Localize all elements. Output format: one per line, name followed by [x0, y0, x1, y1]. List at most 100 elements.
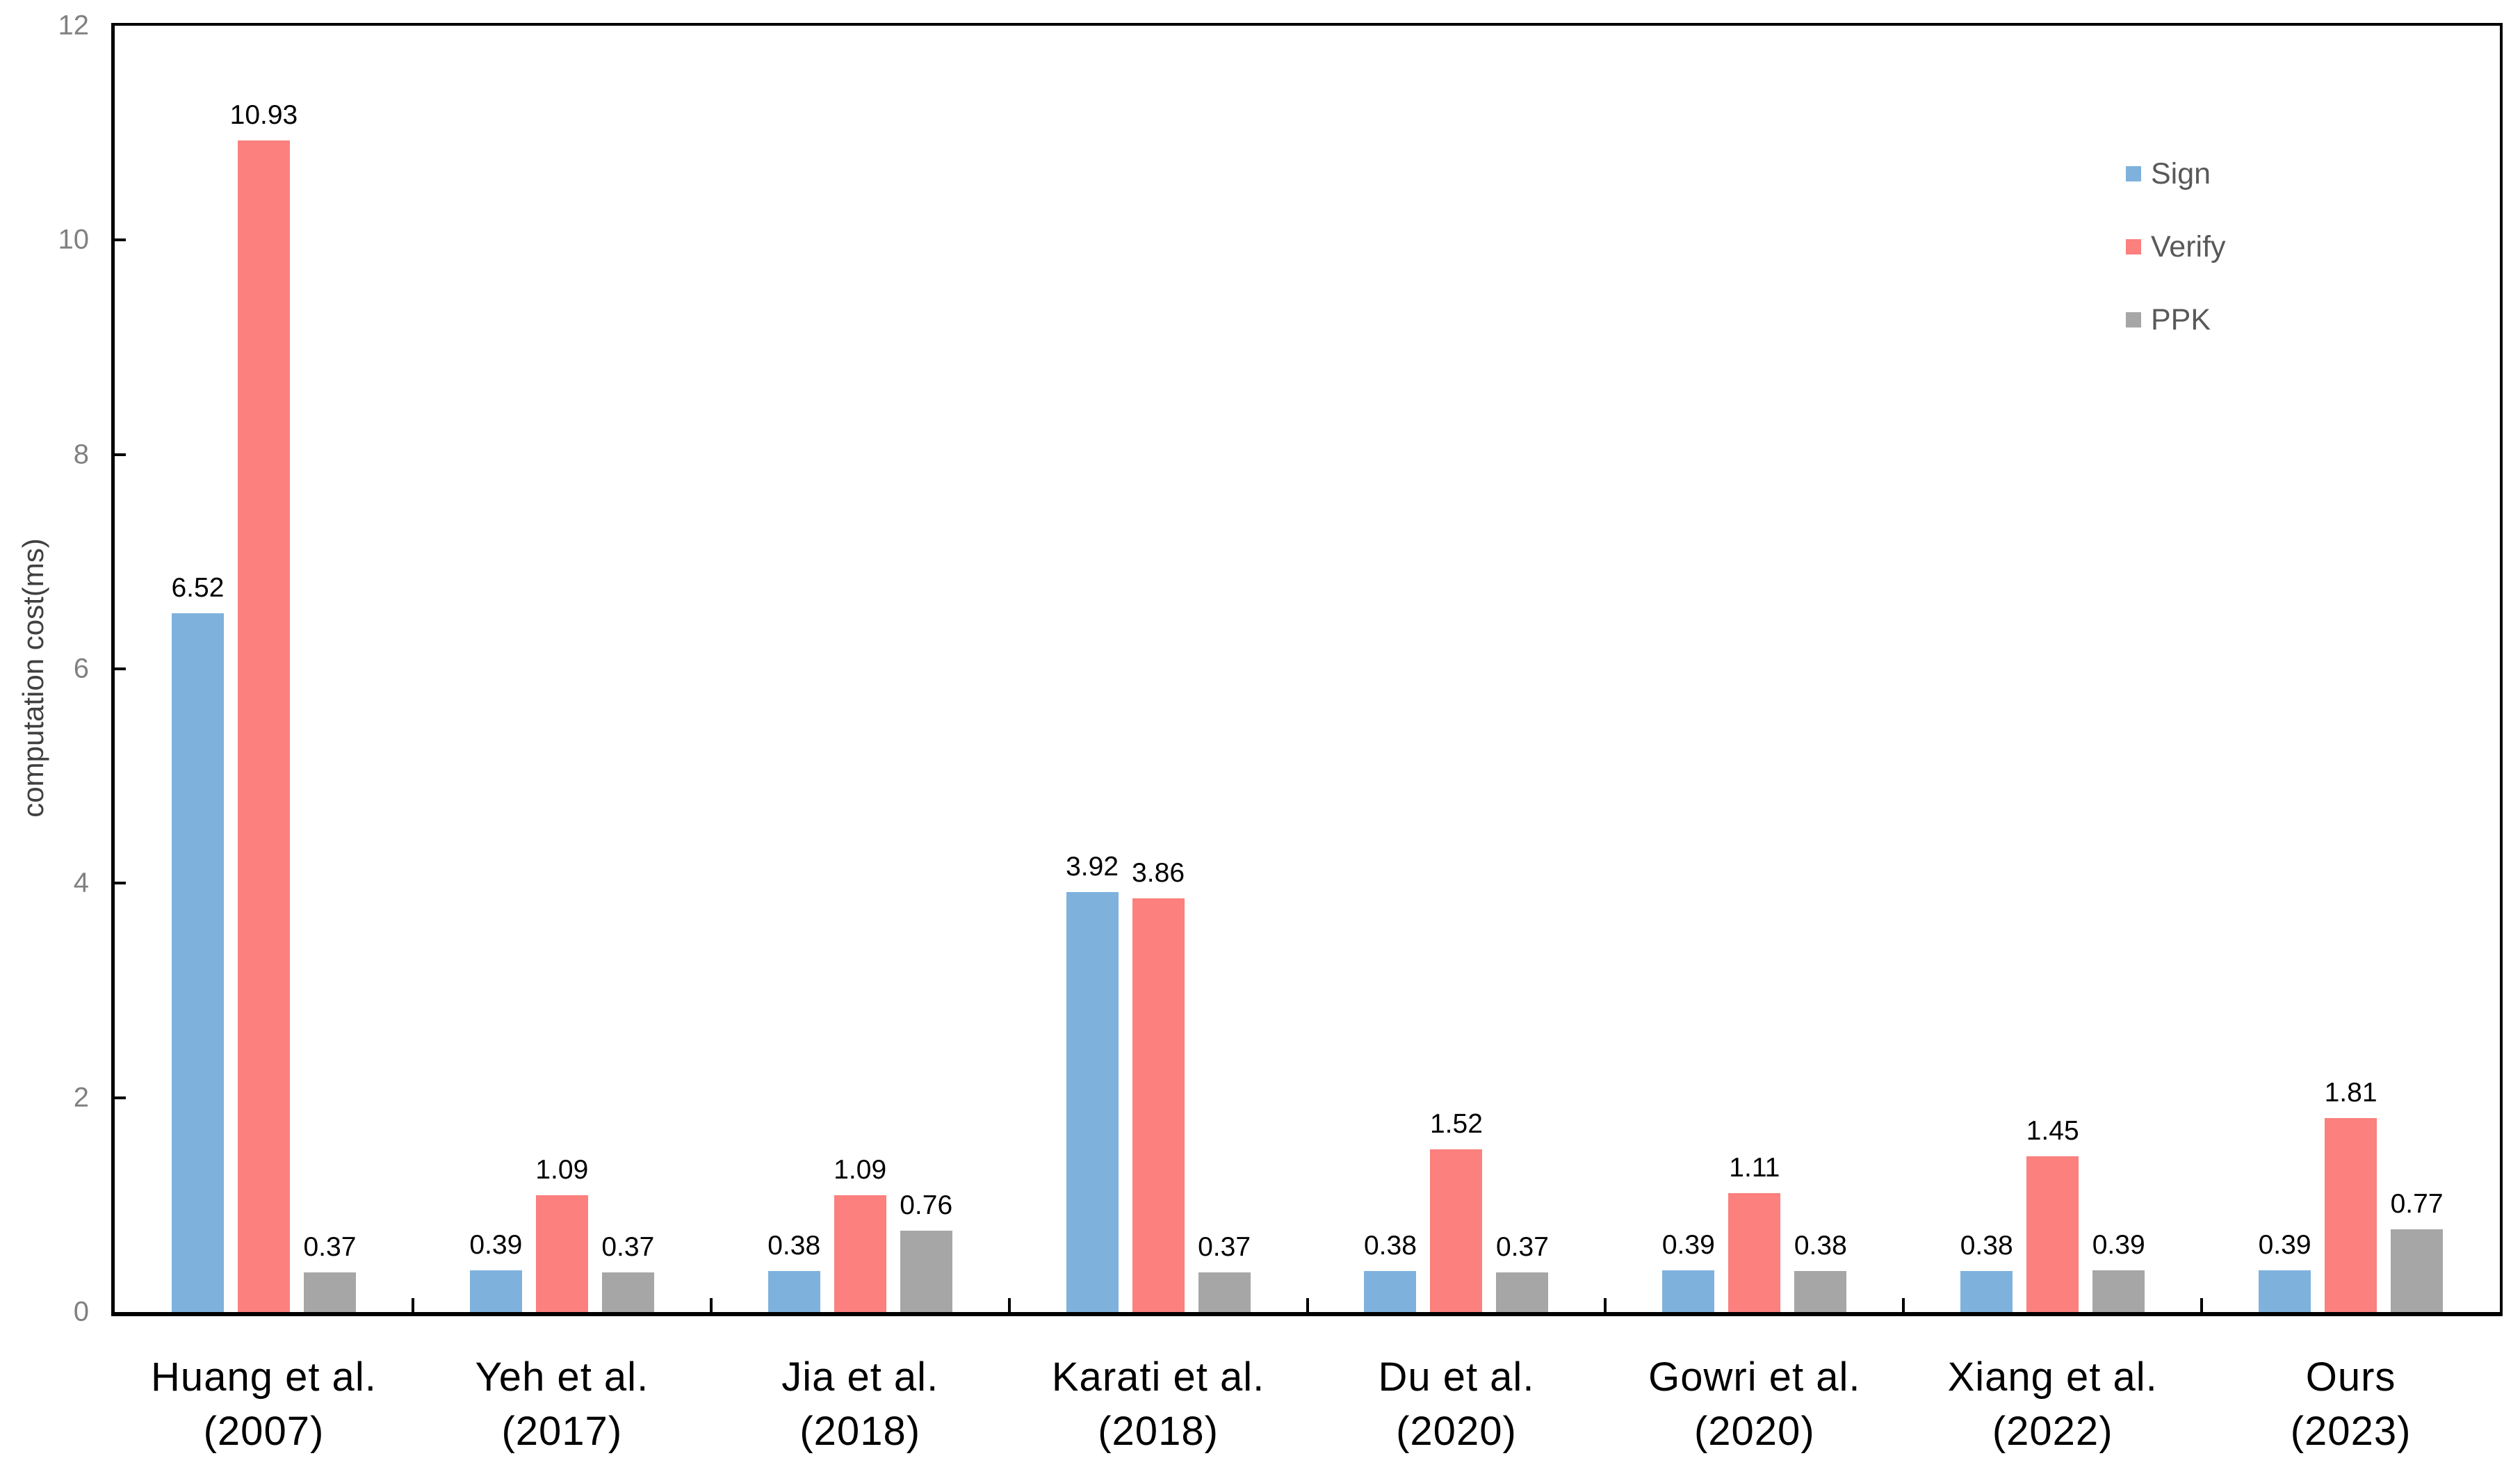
- bar-value-label: 1.09: [535, 1154, 589, 1185]
- y-tick-label-0: 0: [73, 1296, 89, 1327]
- category-name: Gowri et al.: [1648, 1354, 1861, 1400]
- x-axis-tick: [2200, 1298, 2204, 1312]
- x-axis-tick: [1902, 1298, 1905, 1312]
- bar-value-label: 0.37: [1495, 1231, 1549, 1262]
- category-year: (2007): [203, 1409, 325, 1454]
- bar-value-label: 0.39: [2092, 1229, 2145, 1260]
- bar-value-label: 0.38: [1794, 1231, 1847, 1261]
- bar-verify: 1.52: [1430, 1109, 1483, 1312]
- x-axis-tick: [1007, 1298, 1011, 1312]
- category-name: Xiang et al.: [1947, 1354, 2158, 1400]
- bar-sign: 0.38: [767, 1231, 820, 1312]
- plot-area: 6.52 10.93 0.37 0.39 1.09 0.37 0.38 1.09 0.76 3.9…: [111, 23, 2503, 1316]
- bar-value-label: 0.37: [1198, 1231, 1251, 1262]
- bar-group-5: 0.38 1.52 0.37: [1308, 26, 1606, 1312]
- legend-swatch-icon: [2126, 312, 2141, 327]
- bar-group-3: 0.38 1.09 0.76: [711, 26, 1009, 1312]
- bar-value-label: 0.37: [601, 1231, 655, 1262]
- y-axis-tick: [115, 882, 126, 885]
- bar-sign: 0.39: [469, 1230, 522, 1312]
- bar-ppk: 0.39: [2092, 1230, 2145, 1312]
- x-category-label-5: Du et al. (2020): [1378, 1350, 1534, 1459]
- y-tick-label-2: 2: [73, 1082, 89, 1113]
- bar-value-label: 0.37: [303, 1231, 357, 1262]
- category-name: Ours: [2305, 1354, 2396, 1400]
- legend-item-sign: Sign: [2126, 156, 2226, 191]
- bar-ppk: 0.77: [2391, 1189, 2444, 1312]
- category-year: (2022): [1992, 1409, 2113, 1454]
- bar-verify: 1.45: [2026, 1116, 2079, 1312]
- bar-ppk: 0.37: [303, 1232, 356, 1312]
- bar-ppk: 0.37: [1198, 1232, 1251, 1312]
- legend-swatch-icon: [2126, 166, 2141, 181]
- y-tick-label-8: 8: [73, 439, 89, 470]
- bar-verify: 10.93: [230, 100, 298, 1312]
- bar-sign: 0.39: [2259, 1230, 2311, 1312]
- bar-sign: 0.38: [1364, 1231, 1417, 1312]
- bar-value-label: 0.38: [1960, 1231, 2013, 1261]
- bar-groups: 6.52 10.93 0.37 0.39 1.09 0.37 0.38 1.09 0.76 3.9…: [115, 26, 2500, 1312]
- y-tick-label-6: 6: [73, 653, 89, 684]
- bar-sign: 0.38: [1960, 1231, 2013, 1312]
- legend-swatch-icon: [2126, 239, 2141, 254]
- legend: Sign Verify PPK: [2126, 156, 2226, 337]
- category-name: Yeh et al.: [475, 1354, 649, 1400]
- bar-sign: 3.92: [1066, 852, 1119, 1312]
- bar-ppk: 0.37: [1496, 1232, 1549, 1312]
- bar-value-label: 1.09: [834, 1154, 887, 1185]
- bar-sign: 0.39: [1662, 1230, 1715, 1312]
- x-category-label-1: Huang et al. (2007): [151, 1350, 377, 1459]
- x-axis-tick: [1306, 1298, 1309, 1312]
- x-category-label-6: Gowri et al. (2020): [1648, 1350, 1860, 1459]
- bar-verify: 1.11: [1728, 1153, 1781, 1312]
- bar-value-label: 0.39: [469, 1229, 523, 1260]
- category-name: Du et al.: [1378, 1354, 1535, 1400]
- bar-sign: 6.52: [171, 573, 224, 1312]
- bar-group-2: 0.39 1.09 0.37: [413, 26, 711, 1312]
- legend-label: Sign: [2151, 156, 2211, 191]
- x-axis-tick: [709, 1298, 713, 1312]
- bar-group-8: 0.39 1.81 0.77: [2202, 26, 2500, 1312]
- y-axis-tick: [115, 238, 126, 242]
- bar-value-label: 1.52: [1429, 1108, 1483, 1139]
- legend-item-verify: Verify: [2126, 230, 2226, 264]
- bar-value-label: 0.39: [2258, 1229, 2311, 1260]
- category-year: (2020): [1396, 1409, 1517, 1454]
- plot-inner: 6.52 10.93 0.37 0.39 1.09 0.37 0.38 1.09 0.76 3.9…: [115, 26, 2500, 1312]
- category-year: (2018): [1098, 1409, 1219, 1454]
- legend-label: PPK: [2151, 302, 2211, 337]
- y-tick-label-10: 10: [58, 224, 90, 255]
- bar-value-label: 0.76: [900, 1190, 953, 1220]
- bar-group-1: 6.52 10.93 0.37: [115, 26, 413, 1312]
- bar-value-label: 10.93: [229, 99, 298, 130]
- y-axis-tick: [115, 667, 126, 670]
- category-name: Jia et al.: [781, 1354, 939, 1400]
- bar-group-4: 3.92 3.86 0.37: [1009, 26, 1308, 1312]
- category-year: (2018): [799, 1409, 921, 1454]
- bar-value-label: 1.11: [1729, 1152, 1780, 1183]
- bar-verify: 3.86: [1132, 858, 1185, 1312]
- y-axis-tick: [115, 1096, 126, 1099]
- x-category-label-2: Yeh et al. (2017): [475, 1350, 649, 1459]
- x-category-label-4: Karati et al. (2018): [1052, 1350, 1265, 1459]
- y-axis-tick: [115, 453, 126, 456]
- x-axis-tick: [411, 1298, 414, 1312]
- bar-verify: 1.09: [535, 1155, 588, 1312]
- bar-value-label: 3.92: [1066, 851, 1119, 882]
- x-axis-tick: [1604, 1298, 1607, 1312]
- bar-ppk: 0.76: [900, 1190, 952, 1312]
- x-category-label-8: Ours (2023): [2291, 1350, 2412, 1459]
- bar-group-7: 0.38 1.45 0.39: [1903, 26, 2202, 1312]
- bar-value-label: 0.39: [1661, 1229, 1715, 1260]
- category-year: (2023): [2290, 1409, 2412, 1454]
- category-year: (2017): [501, 1409, 623, 1454]
- bar-value-label: 1.45: [2026, 1116, 2079, 1147]
- x-category-label-7: Xiang et al. (2022): [1948, 1350, 2158, 1459]
- category-name: Karati et al.: [1051, 1354, 1265, 1400]
- bar-ppk: 0.37: [601, 1232, 654, 1312]
- x-category-label-3: Jia et al. (2018): [781, 1350, 938, 1459]
- bar-ppk: 0.38: [1794, 1231, 1847, 1312]
- legend-item-ppk: PPK: [2126, 302, 2226, 337]
- y-tick-label-12: 12: [58, 10, 90, 41]
